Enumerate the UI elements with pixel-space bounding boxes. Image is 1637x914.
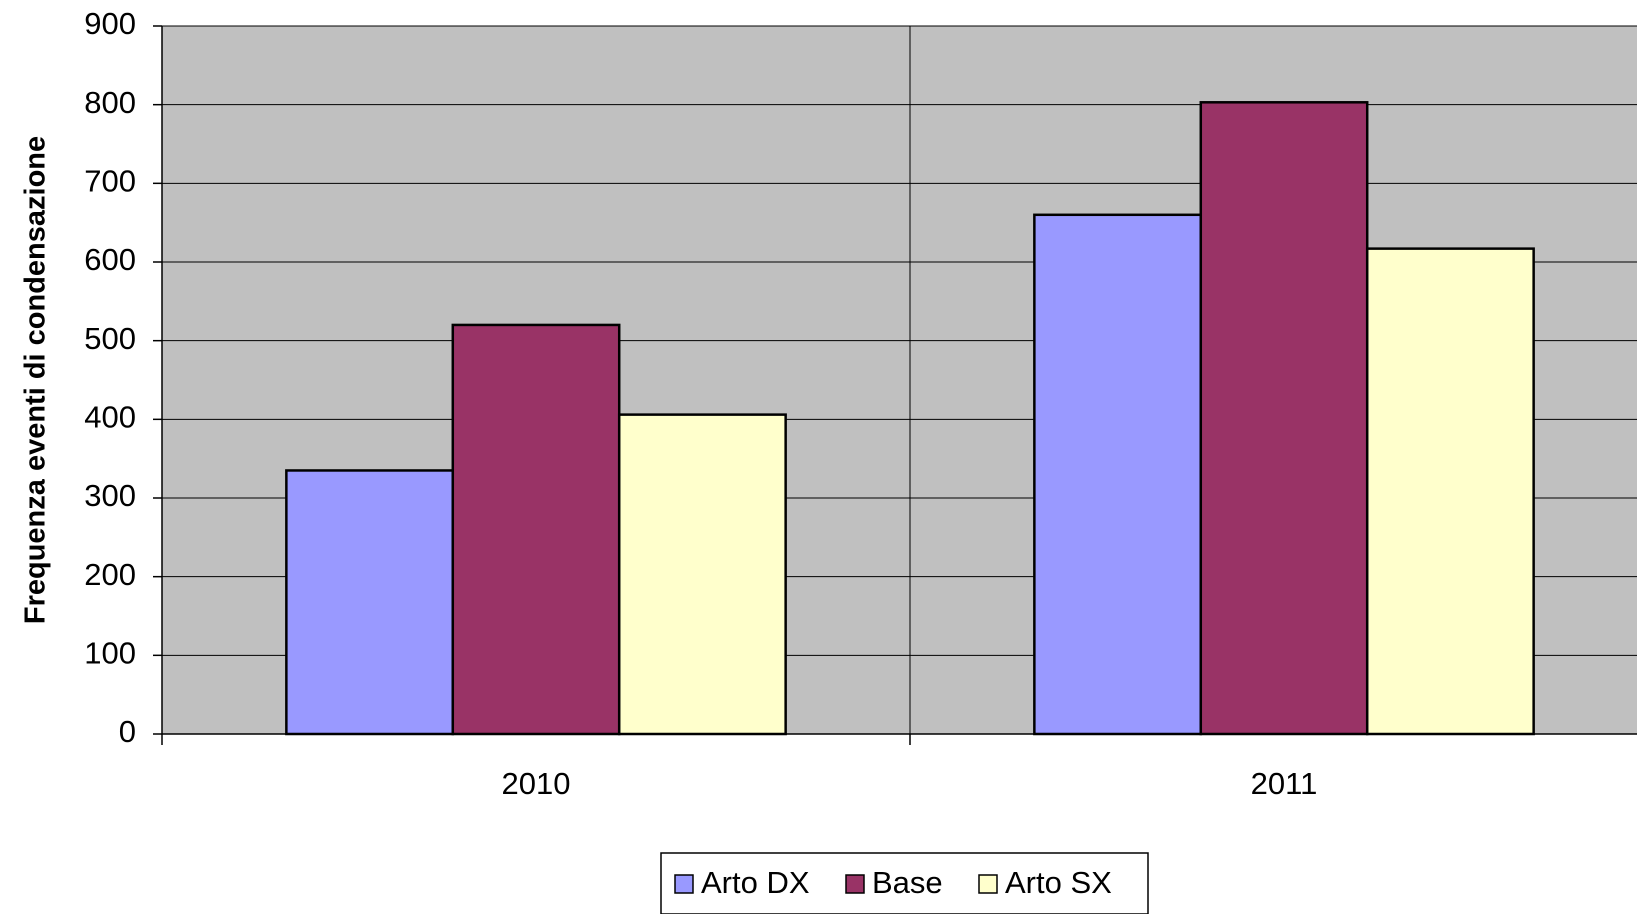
legend-box — [660, 852, 1149, 914]
y-tick-label: 500 — [84, 321, 136, 356]
y-tick-label: 800 — [84, 85, 136, 120]
y-tick-label: 400 — [84, 400, 136, 435]
bar — [1199, 101, 1369, 736]
bar — [1365, 247, 1535, 736]
legend-label: Base — [872, 865, 943, 900]
y-tick-label: 0 — [119, 714, 136, 749]
bar — [285, 469, 455, 736]
legend-swatch — [978, 874, 998, 894]
bar — [617, 413, 787, 736]
y-axis-label: Frequenza eventi di condensazione — [20, 136, 52, 624]
y-tick-label: 700 — [84, 164, 136, 199]
x-tick-label: 2011 — [1251, 766, 1318, 801]
y-tick-label: 900 — [84, 6, 136, 41]
legend-label: Arto DX — [701, 865, 810, 900]
y-tick-label: 300 — [84, 478, 136, 513]
legend-label: Arto SX — [1005, 865, 1112, 900]
bar — [451, 323, 621, 736]
x-tick-label: 2010 — [502, 766, 571, 801]
bar — [1033, 213, 1203, 736]
y-tick-label: 100 — [84, 636, 136, 671]
y-tick-label: 200 — [84, 557, 136, 592]
y-tick-label: 600 — [84, 242, 136, 277]
legend-swatch — [845, 874, 865, 894]
legend-swatch — [674, 874, 694, 894]
